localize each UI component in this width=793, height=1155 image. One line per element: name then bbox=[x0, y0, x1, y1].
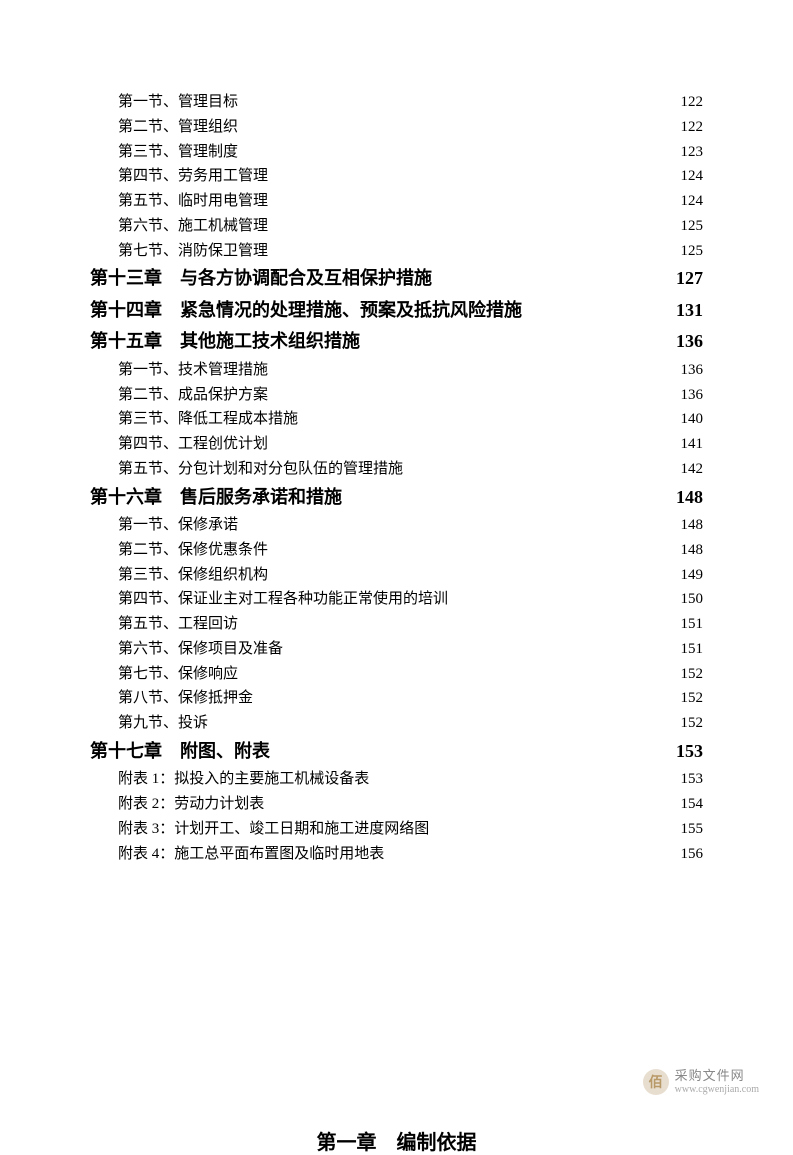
toc-entry-label: 第四节、工程创优计划 bbox=[118, 432, 268, 457]
watermark: 佰 采购文件网 www.cgwenjian.com bbox=[643, 1068, 759, 1096]
toc-entry-label: 第一节、技术管理措施 bbox=[118, 358, 268, 383]
toc-section-entry: 第一节、管理目标 122 bbox=[90, 90, 703, 115]
toc-entry-page: 148 bbox=[676, 482, 703, 514]
toc-entry-page: 142 bbox=[681, 457, 704, 482]
toc-entry-page: 136 bbox=[676, 326, 703, 358]
toc-entry-label: 第三节、降低工程成本措施 bbox=[118, 407, 298, 432]
toc-entry-label: 附表 3：计划开工、竣工日期和施工进度网络图 bbox=[118, 817, 429, 842]
toc-entry-page: 152 bbox=[681, 686, 704, 711]
toc-section-entry: 第九节、投诉 152 bbox=[90, 711, 703, 736]
toc-section-entry: 第四节、工程创优计划 141 bbox=[90, 432, 703, 457]
toc-entry-label: 第十四章 紧急情况的处理措施、预案及抵抗风险措施 bbox=[90, 295, 522, 327]
toc-chapter-entry: 第十六章 售后服务承诺和措施 148 bbox=[90, 482, 703, 514]
toc-entry-page: 125 bbox=[681, 214, 704, 239]
toc-section-entry: 第五节、临时用电管理 124 bbox=[90, 189, 703, 214]
toc-section-entry: 第六节、施工机械管理 125 bbox=[90, 214, 703, 239]
toc-section-entry: 第一节、技术管理措施 136 bbox=[90, 358, 703, 383]
toc-section-entry: 第六节、保修项目及准备 151 bbox=[90, 637, 703, 662]
toc-entry-label: 附表 4：施工总平面布置图及临时用地表 bbox=[118, 842, 384, 867]
toc-entry-page: 153 bbox=[681, 767, 704, 792]
toc-entry-page: 124 bbox=[681, 164, 704, 189]
toc-entry-page: 155 bbox=[681, 817, 704, 842]
toc-entry-page: 148 bbox=[681, 538, 704, 563]
toc-entry-label: 第一节、保修承诺 bbox=[118, 513, 238, 538]
toc-entry-label: 第五节、临时用电管理 bbox=[118, 189, 268, 214]
chapter-heading: 第一章 编制依据 bbox=[90, 1126, 703, 1155]
toc-section-entry: 第二节、管理组织 122 bbox=[90, 115, 703, 140]
toc-entry-label: 第三节、保修组织机构 bbox=[118, 563, 268, 588]
toc-section-entry: 第七节、消防保卫管理 125 bbox=[90, 239, 703, 264]
toc-entry-page: 150 bbox=[681, 587, 704, 612]
toc-section-entry: 第五节、分包计划和对分包队伍的管理措施 142 bbox=[90, 457, 703, 482]
toc-entry-page: 151 bbox=[681, 612, 704, 637]
toc-entry-label: 第十六章 售后服务承诺和措施 bbox=[90, 482, 342, 514]
watermark-url: www.cgwenjian.com bbox=[675, 1084, 759, 1096]
toc-entry-label: 第一节、管理目标 bbox=[118, 90, 238, 115]
toc-section-entry: 第四节、劳务用工管理 124 bbox=[90, 164, 703, 189]
toc-entry-page: 154 bbox=[681, 792, 704, 817]
toc-entry-label: 第四节、劳务用工管理 bbox=[118, 164, 268, 189]
toc-entry-label: 第三节、管理制度 bbox=[118, 140, 238, 165]
watermark-title: 采购文件网 bbox=[675, 1068, 759, 1084]
toc-entry-label: 第十五章 其他施工技术组织措施 bbox=[90, 326, 360, 358]
toc-entry-label: 第五节、分包计划和对分包队伍的管理措施 bbox=[118, 457, 403, 482]
toc-entry-label: 第七节、保修响应 bbox=[118, 662, 238, 687]
toc-section-entry: 第七节、保修响应 152 bbox=[90, 662, 703, 687]
toc-entry-page: 125 bbox=[681, 239, 704, 264]
toc-section-entry: 附表 3：计划开工、竣工日期和施工进度网络图 155 bbox=[90, 817, 703, 842]
toc-entry-label: 第二节、管理组织 bbox=[118, 115, 238, 140]
toc-entry-page: 152 bbox=[681, 711, 704, 736]
toc-entry-page: 153 bbox=[676, 736, 703, 768]
toc-section-entry: 第二节、成品保护方案 136 bbox=[90, 383, 703, 408]
toc-entry-page: 123 bbox=[681, 140, 704, 165]
toc-entry-label: 第二节、成品保护方案 bbox=[118, 383, 268, 408]
table-of-contents: 第一节、管理目标122第二节、管理组织122第三节、管理制度123第四节、劳务用… bbox=[90, 90, 703, 866]
toc-entry-page: 122 bbox=[681, 115, 704, 140]
toc-entry-page: 152 bbox=[681, 662, 704, 687]
toc-entry-page: 141 bbox=[681, 432, 704, 457]
toc-entry-label: 附表 2：劳动力计划表 bbox=[118, 792, 264, 817]
toc-entry-page: 122 bbox=[681, 90, 704, 115]
toc-section-entry: 第一节、保修承诺 148 bbox=[90, 513, 703, 538]
toc-section-entry: 第三节、保修组织机构 149 bbox=[90, 563, 703, 588]
toc-entry-page: 124 bbox=[681, 189, 704, 214]
toc-entry-page: 131 bbox=[676, 295, 703, 327]
toc-entry-label: 第十七章 附图、附表 bbox=[90, 736, 270, 768]
toc-entry-page: 127 bbox=[676, 263, 703, 295]
toc-section-entry: 第三节、降低工程成本措施 140 bbox=[90, 407, 703, 432]
toc-entry-page: 136 bbox=[681, 383, 704, 408]
toc-chapter-entry: 第十五章 其他施工技术组织措施 136 bbox=[90, 326, 703, 358]
toc-chapter-entry: 第十四章 紧急情况的处理措施、预案及抵抗风险措施 131 bbox=[90, 295, 703, 327]
toc-entry-label: 第六节、保修项目及准备 bbox=[118, 637, 283, 662]
toc-entry-label: 第二节、保修优惠条件 bbox=[118, 538, 268, 563]
toc-entry-page: 151 bbox=[681, 637, 704, 662]
toc-entry-page: 156 bbox=[681, 842, 704, 867]
toc-entry-label: 第六节、施工机械管理 bbox=[118, 214, 268, 239]
toc-entry-label: 第四节、保证业主对工程各种功能正常使用的培训 bbox=[118, 587, 448, 612]
watermark-text: 采购文件网 www.cgwenjian.com bbox=[675, 1068, 759, 1096]
toc-section-entry: 第八节、保修抵押金 152 bbox=[90, 686, 703, 711]
toc-section-entry: 第二节、保修优惠条件 148 bbox=[90, 538, 703, 563]
toc-entry-label: 附表 1：拟投入的主要施工机械设备表 bbox=[118, 767, 369, 792]
toc-entry-label: 第九节、投诉 bbox=[118, 711, 208, 736]
toc-section-entry: 附表 1：拟投入的主要施工机械设备表 153 bbox=[90, 767, 703, 792]
toc-section-entry: 附表 2：劳动力计划表 154 bbox=[90, 792, 703, 817]
toc-chapter-entry: 第十七章 附图、附表 153 bbox=[90, 736, 703, 768]
toc-section-entry: 附表 4：施工总平面布置图及临时用地表 156 bbox=[90, 842, 703, 867]
toc-entry-label: 第十三章 与各方协调配合及互相保护措施 bbox=[90, 263, 432, 295]
toc-section-entry: 第四节、保证业主对工程各种功能正常使用的培训 150 bbox=[90, 587, 703, 612]
toc-entry-page: 140 bbox=[681, 407, 704, 432]
toc-entry-label: 第五节、工程回访 bbox=[118, 612, 238, 637]
toc-section-entry: 第五节、工程回访 151 bbox=[90, 612, 703, 637]
toc-entry-label: 第七节、消防保卫管理 bbox=[118, 239, 268, 264]
toc-entry-page: 149 bbox=[681, 563, 704, 588]
toc-entry-page: 136 bbox=[681, 358, 704, 383]
toc-chapter-entry: 第十三章 与各方协调配合及互相保护措施 127 bbox=[90, 263, 703, 295]
toc-section-entry: 第三节、管理制度 123 bbox=[90, 140, 703, 165]
toc-entry-label: 第八节、保修抵押金 bbox=[118, 686, 253, 711]
toc-entry-page: 148 bbox=[681, 513, 704, 538]
watermark-icon: 佰 bbox=[643, 1069, 669, 1095]
